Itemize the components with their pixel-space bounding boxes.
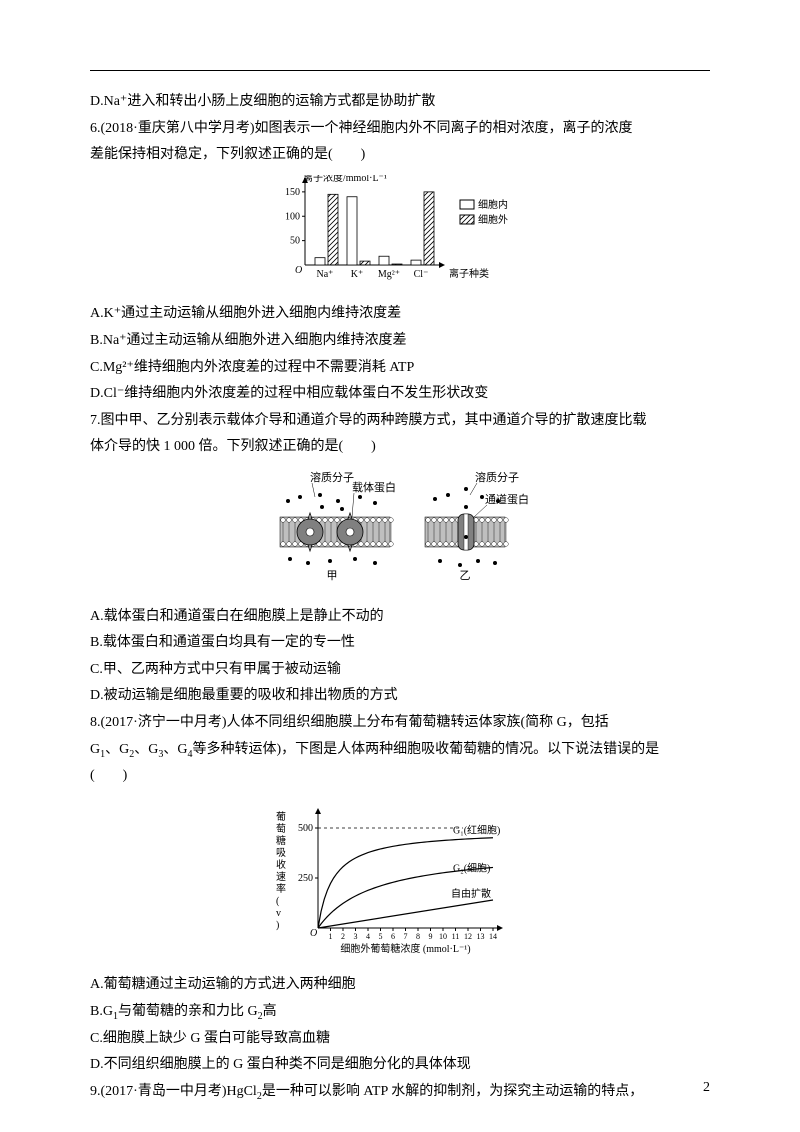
txt: G — [90, 742, 100, 757]
svg-text:Mg²⁺: Mg²⁺ — [378, 269, 400, 280]
svg-text:溶质分子: 溶质分子 — [310, 470, 354, 484]
svg-text:14: 14 — [489, 932, 497, 941]
svg-text:11: 11 — [452, 932, 460, 941]
svg-text:150: 150 — [285, 187, 300, 198]
txt: 9.(2017·青岛一中月考)HgCl — [90, 1084, 257, 1099]
svg-text:12: 12 — [464, 932, 472, 941]
q6-option-d: D.Cl⁻维持细胞内外浓度差的过程中相应载体蛋白不发生形状改变 — [90, 381, 710, 408]
q7-stem-1: 7.图中甲、乙分别表示载体介导和通道介导的两种跨膜方式，其中通道介导的扩散速度比… — [90, 408, 710, 435]
svg-text:6: 6 — [391, 932, 395, 941]
svg-text:Cl⁻: Cl⁻ — [414, 269, 429, 280]
q6-option-c: C.Mg²⁺维持细胞内外浓度差的过程中不需要消耗 ATP — [90, 355, 710, 382]
page-number: 2 — [703, 1075, 710, 1102]
q6-bar-chart: 50 100 150离子浓度/mmol·L⁻¹ O Na⁺ K⁺ Mg²⁺ Cl⁻ 离子种类 细胞… — [90, 175, 710, 296]
svg-text:5: 5 — [379, 932, 383, 941]
txt: B.G — [90, 1004, 113, 1019]
svg-text:离子种类: 离子种类 — [449, 267, 489, 280]
svg-text:(: ( — [276, 896, 280, 907]
svg-text:O: O — [295, 265, 302, 276]
line-chart-svg: 2505001234567891011121314O葡萄糖吸收速率(v)细胞外葡… — [260, 796, 540, 956]
svg-text:通道蛋白: 通道蛋白 — [485, 492, 529, 506]
top-rule — [90, 70, 710, 71]
svg-text:8: 8 — [416, 932, 420, 941]
svg-text:4: 4 — [366, 932, 370, 941]
svg-text:细胞外: 细胞外 — [478, 213, 508, 226]
svg-text:糖: 糖 — [276, 834, 286, 847]
svg-text:G₂(细胞): G₂(细胞) — [453, 861, 490, 874]
q7-diagram: 溶质分子载体蛋白溶质分子通道蛋白甲乙 — [90, 467, 710, 598]
bar-chart-svg: 50 100 150离子浓度/mmol·L⁻¹ O Na⁺ K⁺ Mg²⁺ Cl⁻ 离子种类 细胞… — [260, 175, 540, 285]
q8-stem-3: ( ) — [90, 763, 710, 790]
q8-stem-2: G1、G2、G3、G4等多种转运体)，下图是人体两种细胞吸收葡萄糖的情况。以下说… — [90, 737, 710, 764]
q8-option-d: D.不同组织细胞膜上的 G 蛋白种类不同是细胞分化的具体体现 — [90, 1052, 710, 1079]
txt: 高 — [263, 1004, 277, 1019]
q7-option-d: D.被动运输是细胞最重要的吸收和排出物质的方式 — [90, 683, 710, 710]
svg-text:细胞内: 细胞内 — [478, 198, 508, 211]
txt: 、G — [163, 742, 187, 757]
q8-option-b: B.G1与葡萄糖的亲和力比 G2高 — [90, 999, 710, 1026]
svg-text:溶质分子: 溶质分子 — [475, 470, 519, 484]
txt: 与葡萄糖的亲和力比 G — [118, 1004, 258, 1019]
q6-stem-1: 6.(2018·重庆第八中学月考)如图表示一个神经细胞内外不同离子的相对浓度，离… — [90, 116, 710, 143]
svg-text:v: v — [276, 908, 281, 919]
svg-text:O: O — [310, 928, 317, 939]
svg-text:乙: 乙 — [460, 569, 471, 582]
q8-option-a: A.葡萄糖通过主动运输的方式进入两种细胞 — [90, 972, 710, 999]
txt: 、G — [105, 742, 129, 757]
q6-option-a: A.K⁺通过主动运输从细胞外进入细胞内维持浓度差 — [90, 301, 710, 328]
q9-stem: 9.(2017·青岛一中月考)HgCl2是一种可以影响 ATP 水解的抑制剂，为… — [90, 1079, 710, 1106]
svg-text:50: 50 — [290, 235, 300, 246]
svg-text:1: 1 — [329, 932, 333, 941]
svg-text:2: 2 — [341, 932, 345, 941]
q8-stem-1: 8.(2017·济宁一中月考)人体不同组织细胞膜上分布有葡萄糖转运体家族(简称 … — [90, 710, 710, 737]
svg-text:9: 9 — [429, 932, 433, 941]
q6-option-b: B.Na⁺通过主动运输从细胞外进入细胞内维持浓度差 — [90, 328, 710, 355]
svg-text:100: 100 — [285, 211, 300, 222]
svg-text:收: 收 — [276, 858, 286, 871]
q6-stem-2: 差能保持相对稳定，下列叙述正确的是( ) — [90, 142, 710, 169]
svg-text:细胞外葡萄糖浓度 (mmol·L⁻¹): 细胞外葡萄糖浓度 (mmol·L⁻¹) — [340, 942, 470, 955]
q7-option-c: C.甲、乙两种方式中只有甲属于被动运输 — [90, 657, 710, 684]
q7-option-a: A.载体蛋白和通道蛋白在细胞膜上是静止不动的 — [90, 604, 710, 631]
svg-text:离子浓度/mmol·L⁻¹: 离子浓度/mmol·L⁻¹ — [303, 175, 387, 184]
svg-text:吸: 吸 — [276, 848, 286, 859]
svg-text:载体蛋白: 载体蛋白 — [352, 480, 396, 494]
svg-text:Na⁺: Na⁺ — [317, 269, 334, 280]
svg-text:7: 7 — [404, 932, 408, 941]
q7-option-b: B.载体蛋白和通道蛋白均具有一定的专一性 — [90, 630, 710, 657]
svg-text:500: 500 — [298, 823, 313, 834]
svg-text:甲: 甲 — [327, 570, 338, 582]
txt: 等多种转运体)，下图是人体两种细胞吸收葡萄糖的情况。以下说法错误的是 — [193, 742, 660, 757]
svg-text:葡: 葡 — [276, 810, 286, 823]
q8-line-chart: 2505001234567891011121314O葡萄糖吸收速率(v)细胞外葡… — [90, 796, 710, 967]
q7-stem-2: 体介导的快 1 000 倍。下列叙述正确的是( ) — [90, 434, 710, 461]
svg-text:萄: 萄 — [276, 822, 286, 835]
svg-text:K⁺: K⁺ — [351, 269, 364, 280]
svg-text:速: 速 — [276, 871, 286, 883]
q8-option-c: C.细胞膜上缺少 G 蛋白可能导致高血糖 — [90, 1026, 710, 1053]
svg-text:自由扩散: 自由扩散 — [451, 887, 491, 900]
svg-text:250: 250 — [298, 873, 313, 884]
option-d: D.Na⁺进入和转出小肠上皮细胞的运输方式都是协助扩散 — [90, 89, 710, 116]
svg-text:10: 10 — [439, 932, 447, 941]
svg-text:G₁(红细胞): G₁(红细胞) — [453, 824, 500, 837]
membrane-diagram-svg: 溶质分子载体蛋白溶质分子通道蛋白甲乙 — [260, 467, 540, 587]
txt: 是一种可以影响 ATP 水解的抑制剂，为探究主动运输的特点， — [262, 1084, 643, 1099]
svg-text:13: 13 — [477, 932, 485, 941]
svg-text:): ) — [276, 920, 279, 931]
svg-text:3: 3 — [354, 932, 358, 941]
svg-text:率: 率 — [276, 882, 286, 895]
txt: 、G — [134, 742, 158, 757]
